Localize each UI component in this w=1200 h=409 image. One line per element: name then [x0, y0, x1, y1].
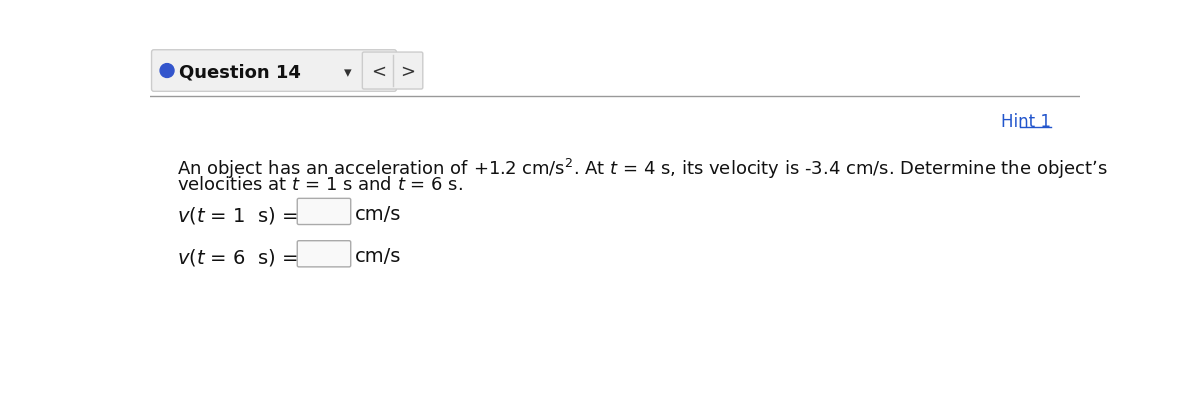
- Text: >: >: [400, 63, 415, 81]
- FancyBboxPatch shape: [362, 53, 422, 90]
- Text: $v(t$ = 1  s$)$ =: $v(t$ = 1 s$)$ =: [178, 204, 298, 225]
- Text: Hint 1: Hint 1: [1001, 113, 1051, 131]
- Text: Question 14: Question 14: [180, 63, 301, 81]
- Text: cm/s: cm/s: [355, 247, 401, 265]
- Text: cm/s: cm/s: [355, 204, 401, 223]
- FancyBboxPatch shape: [298, 199, 350, 225]
- Circle shape: [160, 65, 174, 78]
- Text: velocities at $t$ = 1 s and $t$ = 6 s.: velocities at $t$ = 1 s and $t$ = 6 s.: [178, 176, 463, 194]
- Text: <: <: [371, 63, 386, 81]
- FancyBboxPatch shape: [151, 51, 396, 92]
- Text: An object has an acceleration of +1.2 cm/s$^2$. At $t$ = 4 s, its velocity is -3: An object has an acceleration of +1.2 cm…: [178, 157, 1108, 181]
- Text: $v(t$ = 6  s$)$ =: $v(t$ = 6 s$)$ =: [178, 247, 298, 267]
- FancyBboxPatch shape: [298, 241, 350, 267]
- Text: ▾: ▾: [344, 65, 352, 81]
